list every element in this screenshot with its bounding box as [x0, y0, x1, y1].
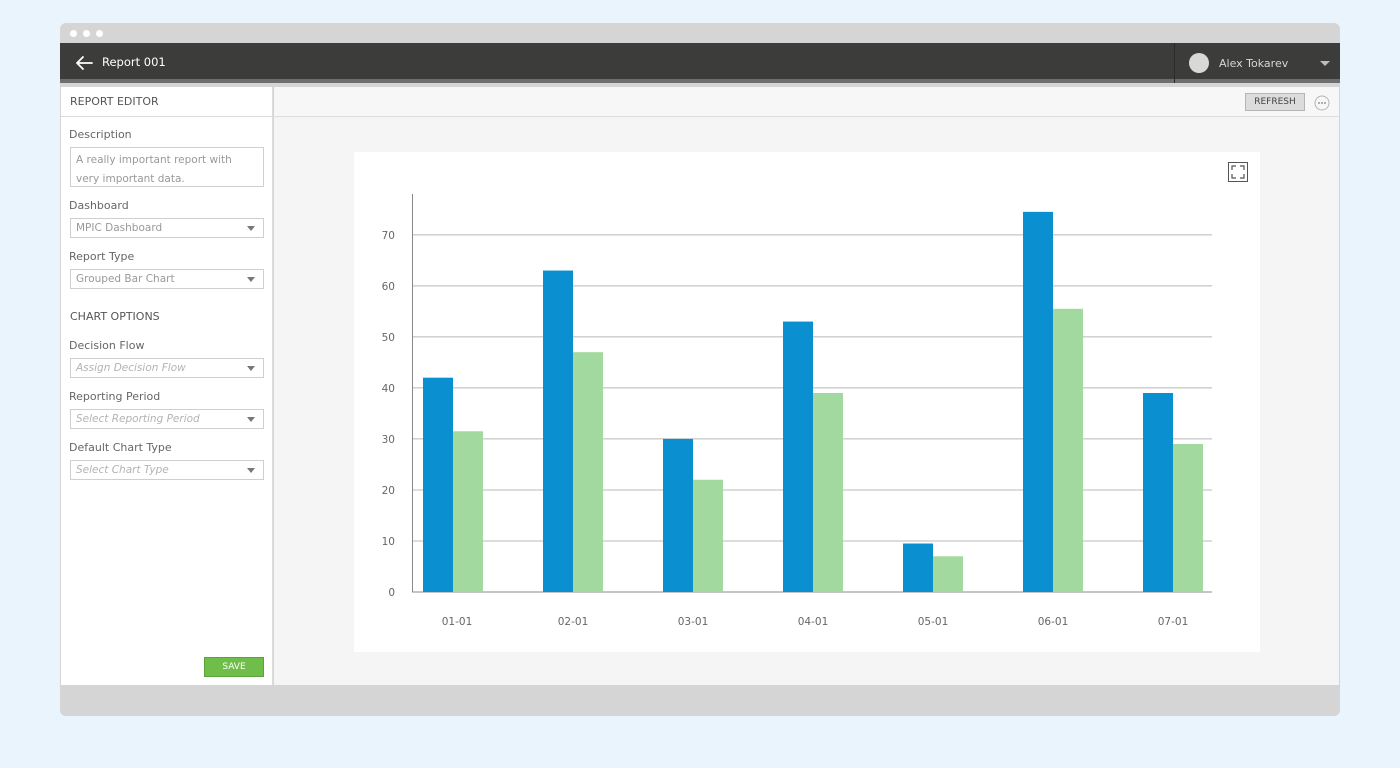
app-window: Report 001 Alex Tokarev REPORT EDITOR De… — [60, 23, 1340, 716]
dashboard-select-value: MPIC Dashboard — [76, 222, 163, 234]
bar-series-2 — [1053, 308, 1083, 592]
chevron-down-icon — [247, 366, 255, 371]
description-field[interactable]: A really important report with very impo… — [70, 147, 264, 187]
report-type-select-value: Grouped Bar Chart — [76, 273, 175, 285]
x-tick-label: 04-01 — [798, 616, 829, 628]
save-button[interactable]: SAVE — [204, 657, 264, 677]
bar-series-1 — [1023, 211, 1053, 592]
bar-series-1 — [783, 321, 813, 592]
decision-flow-label: Decision Flow — [69, 339, 145, 352]
y-tick-label: 70 — [382, 230, 395, 242]
bar-series-1 — [663, 438, 693, 592]
bar-series-1 — [1143, 393, 1173, 592]
dashboard-label: Dashboard — [69, 199, 129, 212]
fullscreen-icon[interactable] — [1228, 162, 1248, 182]
user-menu[interactable]: Alex Tokarev — [1174, 43, 1340, 83]
chart-card: 0 10 20 30 40 50 60 70 01-01 02-01 03-01 04-01 05-01… — [354, 152, 1260, 652]
bar-series-1 — [423, 377, 453, 592]
chevron-down-icon — [247, 468, 255, 473]
decision-flow-select[interactable]: Assign Decision Flow — [70, 358, 264, 378]
chart-options-title: CHART OPTIONS — [70, 310, 160, 323]
window-dot-close[interactable] — [70, 30, 77, 37]
report-editor-panel: REPORT EDITOR Description A really impor… — [61, 87, 273, 685]
y-tick-label: 10 — [382, 536, 395, 548]
window-footer — [60, 685, 1340, 716]
reporting-period-label: Reporting Period — [69, 390, 161, 403]
y-tick-label: 60 — [382, 281, 395, 293]
back-arrow-icon[interactable] — [74, 55, 94, 71]
description-label: Description — [69, 128, 132, 141]
bar-series-2 — [573, 352, 603, 592]
reporting-period-select[interactable]: Select Reporting Period — [70, 409, 264, 429]
bar-series-1 — [543, 270, 573, 592]
bar-series-2 — [453, 431, 483, 592]
window-chrome — [60, 23, 1340, 43]
decision-flow-placeholder: Assign Decision Flow — [76, 362, 186, 374]
grouped-bar-chart: 0 10 20 30 40 50 60 70 01-01 02-01 03-01 04-01 05-01… — [382, 194, 1212, 628]
report-editor-title: REPORT EDITOR — [61, 87, 272, 117]
report-type-select[interactable]: Grouped Bar Chart — [70, 269, 264, 289]
y-tick-label: 50 — [382, 332, 395, 344]
x-tick-label: 06-01 — [1038, 616, 1069, 628]
default-chart-type-placeholder: Select Chart Type — [76, 464, 169, 476]
app-header: Report 001 Alex Tokarev — [60, 43, 1340, 83]
bar-series-2 — [693, 479, 723, 592]
bar-series-1 — [903, 543, 933, 592]
chevron-down-icon — [247, 417, 255, 422]
window-dot-minimize[interactable] — [83, 30, 90, 37]
bar-series-2 — [933, 556, 963, 592]
page-title: Report 001 — [102, 55, 166, 69]
bar-series-2 — [813, 393, 843, 592]
refresh-button[interactable]: REFRESH — [1245, 93, 1305, 111]
user-name: Alex Tokarev — [1219, 57, 1289, 70]
chevron-down-icon — [247, 277, 255, 282]
x-tick-label: 07-01 — [1158, 616, 1189, 628]
x-tick-label: 02-01 — [558, 616, 589, 628]
content-toolbar: REFRESH — [274, 87, 1339, 117]
x-tick-label: 03-01 — [678, 616, 709, 628]
default-chart-type-select[interactable]: Select Chart Type — [70, 460, 264, 480]
more-options-icon[interactable] — [1314, 95, 1330, 111]
report-content: REFRESH 0 10 20 30 40 50 60 70 01-01 02-01 03-01 04… — [274, 87, 1339, 685]
avatar — [1189, 53, 1209, 73]
x-tick-label: 05-01 — [918, 616, 949, 628]
y-tick-label: 0 — [388, 587, 395, 599]
y-tick-label: 40 — [382, 383, 395, 395]
default-chart-type-label: Default Chart Type — [69, 441, 172, 454]
reporting-period-placeholder: Select Reporting Period — [76, 413, 200, 425]
bar-series-2 — [1173, 444, 1203, 592]
report-type-label: Report Type — [69, 250, 135, 263]
chevron-down-icon — [247, 226, 255, 231]
chevron-down-icon[interactable] — [1320, 61, 1330, 66]
y-tick-label: 30 — [382, 434, 395, 446]
window-dot-maximize[interactable] — [96, 30, 103, 37]
y-tick-label: 20 — [382, 485, 395, 497]
x-tick-label: 01-01 — [442, 616, 473, 628]
dashboard-select[interactable]: MPIC Dashboard — [70, 218, 264, 238]
